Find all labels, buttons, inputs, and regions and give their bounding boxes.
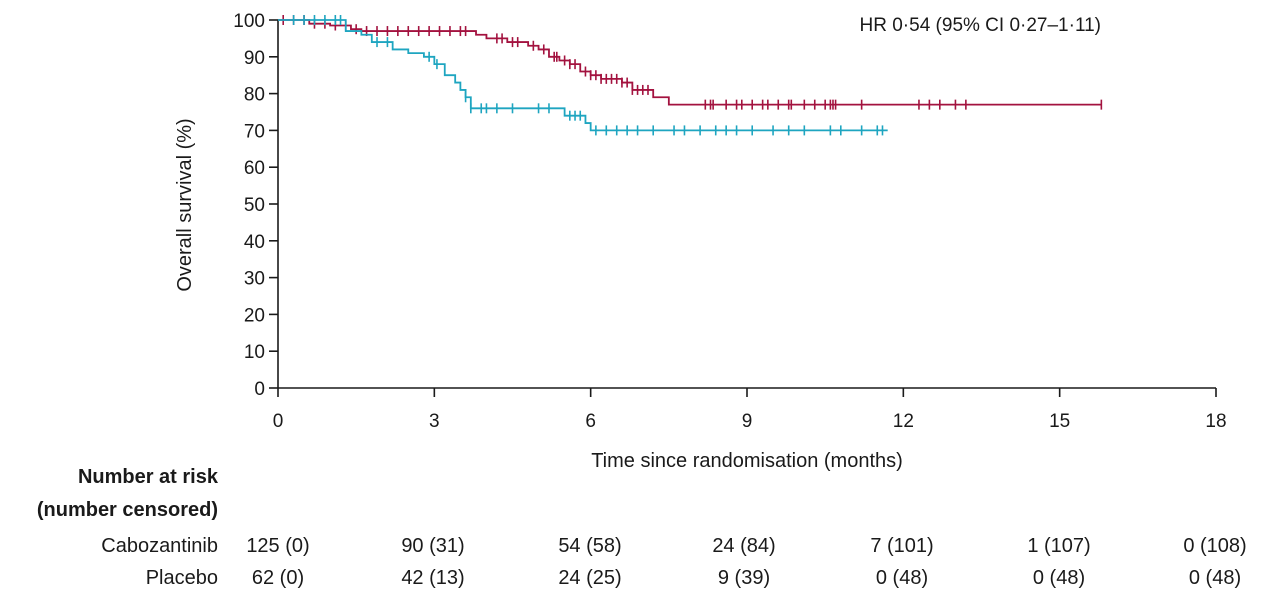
risk-cell: 0 (48) — [1189, 567, 1241, 589]
risk-cell: 62 (0) — [252, 567, 304, 589]
y-tick-label: 100 — [233, 11, 265, 32]
series-layer — [278, 15, 1103, 136]
y-tick-label: 50 — [244, 195, 265, 216]
risk-cell: 0 (108) — [1183, 535, 1246, 557]
risk-table: Cabozantinib 125 (0) 90 (31) 54 (58) 24 (84)… — [101, 535, 1246, 589]
y-axis-title: Overall survival (%) — [174, 118, 196, 291]
risk-row-label: Cabozantinib — [101, 535, 218, 557]
y-tick-label: 60 — [244, 158, 265, 179]
risk-cell: 24 (84) — [712, 535, 775, 557]
risk-cell: 7 (101) — [870, 535, 933, 557]
risk-table-header-line2: (number censored) — [37, 499, 218, 521]
y-tick-label: 90 — [244, 48, 265, 69]
x-tick-label: 9 — [742, 411, 753, 432]
risk-cell: 125 (0) — [246, 535, 309, 557]
risk-cell: 54 (58) — [558, 535, 621, 557]
risk-cell: 90 (31) — [401, 535, 464, 557]
y-tick-label: 80 — [244, 85, 265, 106]
y-tick-label: 40 — [244, 232, 265, 253]
axes: 0 10 20 30 40 50 60 70 80 90 100 0 3 6 9 12 15 18 — [233, 11, 1226, 432]
x-tick-label: 6 — [585, 411, 596, 432]
y-tick-label: 30 — [244, 269, 265, 290]
x-tick-label: 0 — [273, 411, 284, 432]
x-tick-label: 18 — [1205, 411, 1226, 432]
risk-row-label: Placebo — [146, 567, 218, 589]
y-tick-label: 0 — [254, 379, 265, 400]
risk-cell: 9 (39) — [718, 567, 770, 589]
risk-cell: 24 (25) — [558, 567, 621, 589]
risk-table-header-line1: Number at risk — [78, 466, 219, 488]
risk-cell: 42 (13) — [401, 567, 464, 589]
y-tick-label: 10 — [244, 342, 265, 363]
x-tick-label: 12 — [893, 411, 914, 432]
risk-cell: 1 (107) — [1027, 535, 1090, 557]
risk-cell: 0 (48) — [1033, 567, 1085, 589]
hazard-ratio-annotation: HR 0·54 (95% CI 0·27–1·11) — [860, 15, 1101, 36]
y-tick-label: 20 — [244, 305, 265, 326]
x-axis-title: Time since randomisation (months) — [591, 450, 903, 472]
risk-cell: 0 (48) — [876, 567, 928, 589]
survival-curve-2 — [278, 19, 888, 132]
survival-curve-1 — [278, 19, 1102, 106]
x-tick-label: 3 — [429, 411, 440, 432]
x-tick-label: 15 — [1049, 411, 1070, 432]
y-tick-label: 70 — [244, 121, 265, 142]
